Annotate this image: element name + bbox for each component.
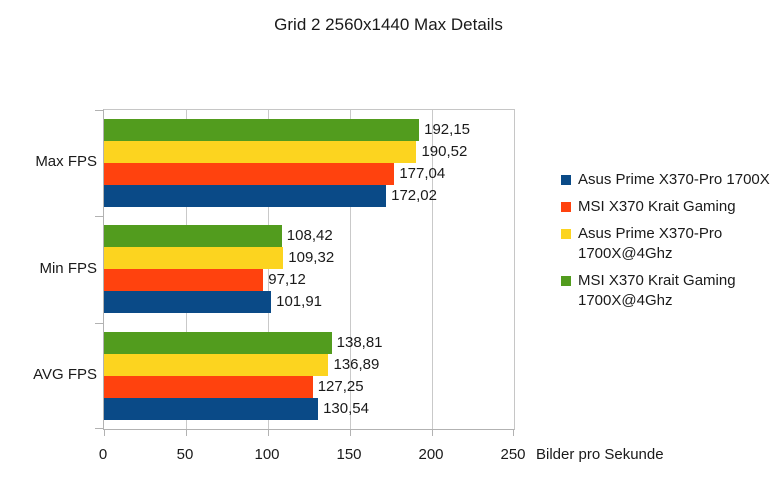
bar-value-label: 127,25 [317, 377, 364, 395]
gridline [432, 110, 433, 429]
legend-entry: MSI X370 Krait Gaming [561, 197, 770, 217]
bar [104, 375, 313, 398]
legend-label: MSI X370 Krait Gaming [578, 197, 736, 217]
y-axis-tick [95, 110, 104, 111]
legend-label-line: Asus Prime X370-Pro [578, 225, 723, 242]
legend-label-line: 1700X@4Ghz [578, 292, 673, 309]
bar [104, 247, 284, 270]
bar-value-label: 97,12 [268, 271, 306, 289]
legend-swatch-icon [561, 276, 571, 286]
legend-label: MSI X370 Krait Gaming 1700X@4Ghz [578, 271, 736, 311]
bar-value-label: 101,91 [276, 293, 323, 311]
bar [104, 269, 264, 292]
bar-value-label: 130,54 [323, 399, 369, 417]
legend-entry: Asus Prime X370-Pro 1700X [561, 170, 770, 190]
legend-label-line: Asus Prime X370-Pro 1700X [578, 171, 770, 188]
x-axis-tick [186, 430, 187, 436]
plot-area: 192,15 190,52 177,04 172,02 108,42 109,32 97,1… [95, 109, 515, 436]
legend-label: Asus Prime X370-Pro 1700X@4Ghz [578, 224, 722, 264]
y-axis-tick [95, 428, 104, 429]
bar [104, 141, 417, 163]
legend-label-line: MSI X370 Krait Gaming [578, 272, 736, 289]
bar [104, 291, 272, 314]
bar [104, 331, 332, 354]
bar [104, 163, 395, 185]
x-axis-tick [432, 430, 433, 436]
category-label: Min FPS [39, 260, 97, 277]
x-axis-tick [513, 430, 514, 436]
chart-title: Grid 2 2560x1440 Max Details [274, 15, 503, 34]
bar-value-label: 109,32 [288, 249, 335, 267]
bar [104, 185, 387, 207]
legend-swatch-icon [561, 229, 571, 239]
x-tick-label: 0 [98, 446, 108, 463]
legend-swatch-icon [561, 175, 571, 185]
x-tick-label: 250 [500, 446, 526, 463]
legend-label: Asus Prime X370-Pro 1700X [578, 170, 770, 190]
legend-label-line: MSI X370 Krait Gaming [578, 198, 736, 215]
legend-entry: Asus Prime X370-Pro 1700X@4Ghz [561, 224, 770, 264]
bar [104, 353, 329, 376]
x-tick-label: 150 [336, 446, 362, 463]
gridline [350, 110, 351, 429]
bar-value-label: 192,15 [424, 121, 471, 138]
bar [104, 119, 420, 141]
bar-value-label: 138,81 [336, 333, 383, 351]
x-tick-label: 100 [254, 446, 280, 463]
category-label: AVG FPS [33, 366, 97, 383]
bar-value-label: 190,52 [421, 143, 468, 160]
y-axis-tick [95, 216, 104, 217]
bar [104, 225, 282, 248]
legend-entry: MSI X370 Krait Gaming 1700X@4Ghz [561, 271, 770, 311]
gridline [268, 110, 269, 429]
bar-value-label: 108,42 [286, 227, 333, 245]
y-axis-tick [95, 323, 104, 324]
x-axis-title: Bilder pro Sekunde [536, 446, 664, 463]
bar-value-label: 177,04 [399, 165, 446, 182]
bar-value-label: 136,89 [333, 355, 380, 373]
bar [104, 397, 319, 420]
x-tick-label: 200 [418, 446, 444, 463]
x-axis-tick [350, 430, 351, 436]
bar-value-label: 172,02 [391, 187, 437, 204]
x-axis-tick [268, 430, 269, 436]
legend: Asus Prime X370-Pro 1700X MSI X370 Krait … [561, 170, 770, 311]
legend-label-line: 1700X@4Ghz [578, 245, 673, 262]
x-tick-label: 50 [176, 446, 194, 463]
legend-swatch-icon [561, 202, 571, 212]
x-axis-tick [104, 430, 105, 436]
category-label: Max FPS [35, 153, 97, 170]
